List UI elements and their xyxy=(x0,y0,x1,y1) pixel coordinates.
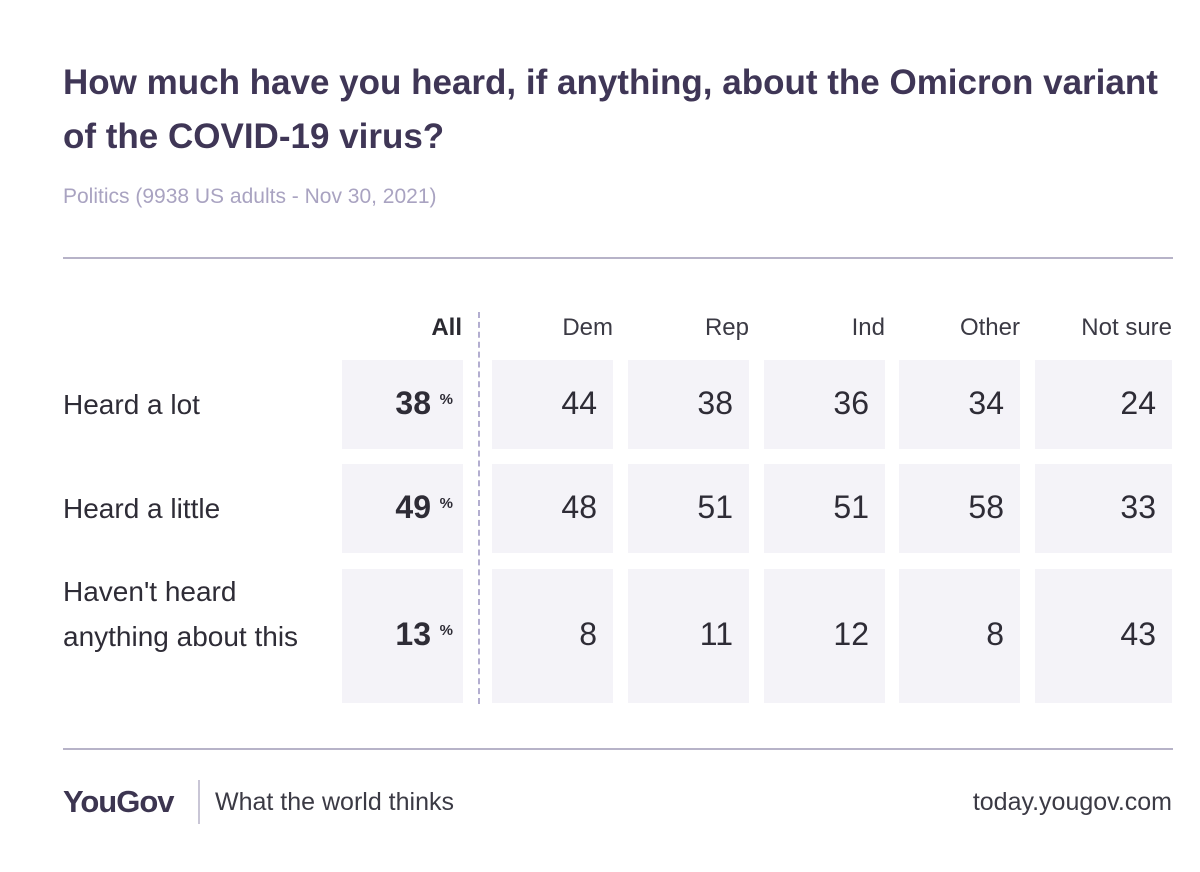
top-divider xyxy=(63,257,1173,259)
cell-value: 12 xyxy=(833,616,869,652)
cell-value: 33 xyxy=(1120,488,1156,525)
column-header-rep: Rep xyxy=(704,314,749,341)
row-label: Heard a lot xyxy=(63,389,200,420)
cell-value: 8 xyxy=(986,616,1004,652)
cell-value: 11 xyxy=(699,616,733,652)
table-cell-all: 38% xyxy=(342,360,463,449)
footer-site-link[interactable]: today.yougov.com xyxy=(972,788,1172,816)
chart-subtitle: Politics (9938 US adults - Nov 30, 2021) xyxy=(63,185,437,208)
table-cell-all: 13% xyxy=(342,569,463,703)
table-cell-all: 49% xyxy=(342,464,463,553)
table-cell-other: 58 xyxy=(899,464,1020,553)
chart-title: How much have you heard, if anything, ab… xyxy=(63,63,1158,156)
row-label: Heard a little xyxy=(63,493,221,524)
row-label: Haven't heard anything about this xyxy=(63,575,299,652)
cell-value: 43 xyxy=(1120,616,1156,652)
table-cell-not-sure: 24 xyxy=(1035,360,1172,449)
column-header-dem: Dem xyxy=(562,314,613,341)
table-cell-dem: 44 xyxy=(492,360,613,449)
bottom-divider xyxy=(63,748,1173,750)
cell-value: 38 xyxy=(697,384,733,421)
column-header-ind: Ind xyxy=(851,314,885,341)
all-column-divider xyxy=(478,312,480,704)
table-cell-dem: 8 xyxy=(492,569,613,703)
footer-separator xyxy=(198,780,200,824)
column-header-other: Other xyxy=(959,314,1020,341)
cell-value: 58 xyxy=(968,488,1004,525)
footer-tagline: What the world thinks xyxy=(215,788,454,816)
table-cell-not-sure: 43 xyxy=(1035,569,1172,703)
table-cell-not-sure: 33 xyxy=(1035,464,1172,553)
cell-value: 38 xyxy=(395,384,431,421)
cell-value: 13 xyxy=(395,616,431,652)
cell-value: 8 xyxy=(579,616,597,652)
table-cell-other: 8 xyxy=(899,569,1020,703)
column-header-not-sure: Not sure xyxy=(1081,314,1172,341)
cell-value: 51 xyxy=(833,488,869,525)
percent-sign: % xyxy=(439,494,453,512)
percent-sign: % xyxy=(439,622,453,639)
table-cell-ind: 51 xyxy=(764,464,885,553)
column-header-all: All xyxy=(431,314,462,341)
table-cell-rep: 38 xyxy=(628,360,749,449)
cell-value: 48 xyxy=(561,488,597,525)
cell-value: 36 xyxy=(833,384,869,421)
table-cell-rep: 11 xyxy=(628,569,749,703)
yougov-logo[interactable]: YouGov xyxy=(63,784,175,819)
table-cell-ind: 36 xyxy=(764,360,885,449)
cell-value: 49 xyxy=(395,488,431,525)
table-cell-other: 34 xyxy=(899,360,1020,449)
cell-value: 44 xyxy=(561,384,597,421)
cell-value: 34 xyxy=(968,384,1004,421)
table-cell-rep: 51 xyxy=(628,464,749,553)
percent-sign: % xyxy=(439,390,453,408)
table-cell-ind: 12 xyxy=(764,569,885,703)
cell-value: 24 xyxy=(1120,384,1156,421)
cell-value: 51 xyxy=(697,488,733,525)
table-cell-dem: 48 xyxy=(492,464,613,553)
